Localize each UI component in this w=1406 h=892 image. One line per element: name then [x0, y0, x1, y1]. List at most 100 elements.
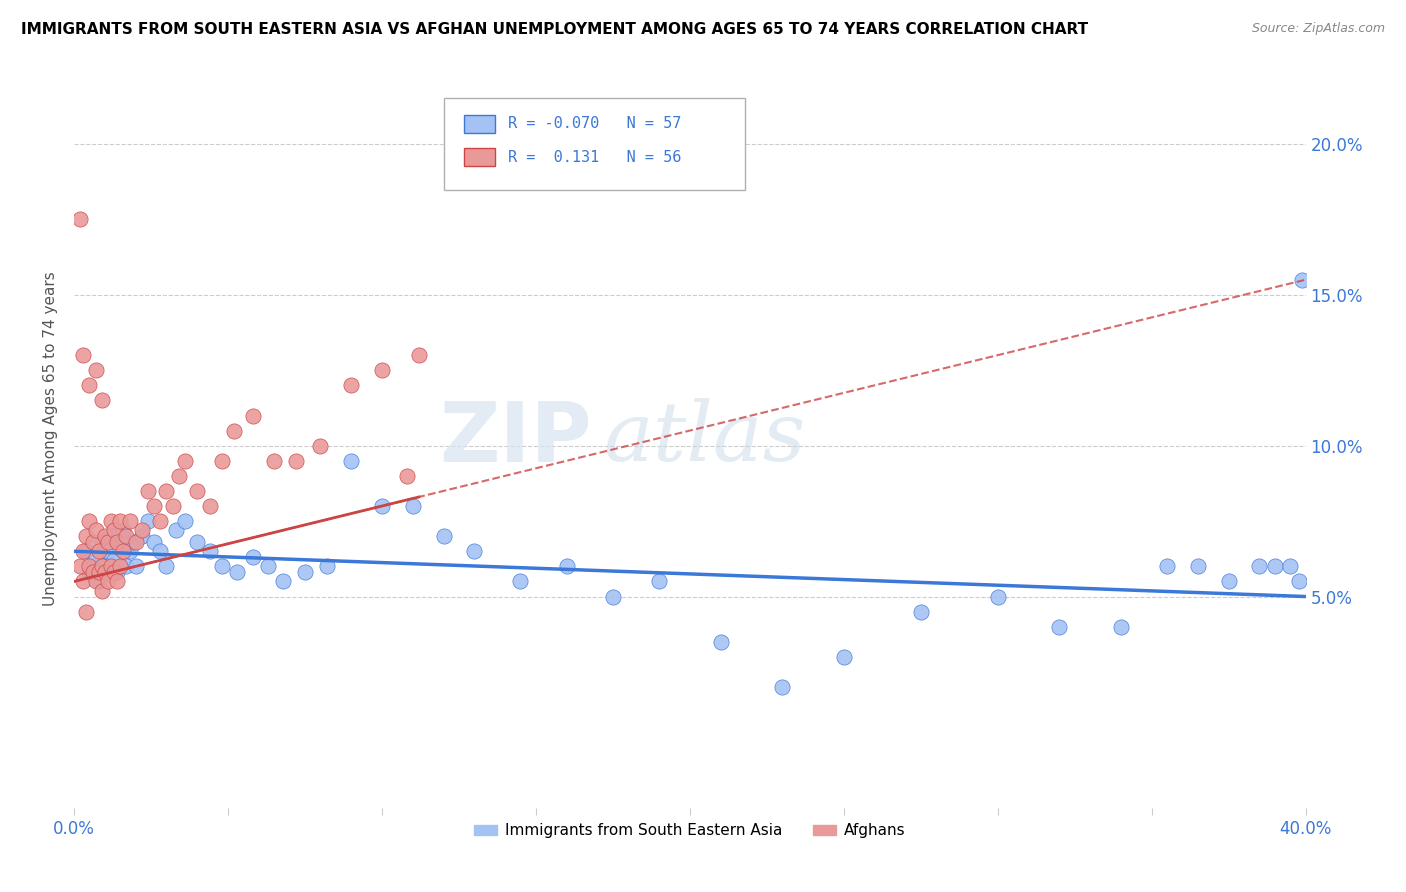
Point	[165, 523, 187, 537]
Point	[75, 529, 97, 543]
Point	[79, 378, 101, 392]
Point	[110, 559, 132, 574]
Point	[257, 559, 280, 574]
Point	[710, 635, 733, 649]
Point	[100, 559, 122, 574]
Point	[273, 574, 295, 589]
Point	[174, 514, 197, 528]
Point	[124, 559, 146, 574]
Point	[115, 559, 138, 574]
Point	[224, 424, 246, 438]
Point	[84, 574, 107, 589]
Point	[97, 574, 120, 589]
Point	[1249, 559, 1271, 574]
Point	[87, 544, 110, 558]
Point	[1187, 559, 1209, 574]
Point	[79, 566, 101, 580]
Point	[309, 439, 332, 453]
Point	[198, 544, 221, 558]
Point	[90, 583, 112, 598]
Point	[1279, 559, 1302, 574]
Point	[118, 544, 141, 558]
Point	[103, 553, 125, 567]
Point	[131, 523, 153, 537]
Point	[315, 559, 337, 574]
Point	[432, 529, 454, 543]
Point	[84, 523, 107, 537]
Text: Source: ZipAtlas.com: Source: ZipAtlas.com	[1251, 22, 1385, 36]
Point	[463, 544, 485, 558]
Point	[82, 566, 104, 580]
Point	[100, 529, 122, 543]
Point	[167, 468, 190, 483]
Point	[94, 566, 117, 580]
Point	[402, 499, 425, 513]
Point	[284, 454, 307, 468]
Legend: Immigrants from South Eastern Asia, Afghans: Immigrants from South Eastern Asia, Afgh…	[468, 817, 911, 845]
Point	[155, 483, 177, 498]
Text: R =  0.131   N = 56: R = 0.131 N = 56	[508, 150, 681, 165]
Point	[121, 535, 143, 549]
Point	[143, 535, 166, 549]
Point	[602, 590, 624, 604]
Point	[226, 566, 249, 580]
Point	[242, 409, 264, 423]
Point	[1047, 620, 1070, 634]
Point	[97, 535, 120, 549]
Point	[84, 363, 107, 377]
Point	[105, 574, 128, 589]
Point	[987, 590, 1010, 604]
Point	[136, 514, 159, 528]
Point	[97, 544, 120, 558]
Point	[211, 454, 233, 468]
Point	[69, 559, 91, 574]
Point	[82, 535, 104, 549]
Point	[186, 483, 208, 498]
Point	[832, 649, 855, 664]
Point	[1291, 273, 1313, 287]
Point	[143, 499, 166, 513]
Point	[211, 559, 233, 574]
Point	[105, 566, 128, 580]
Point	[118, 514, 141, 528]
Point	[1288, 574, 1310, 589]
Point	[149, 544, 172, 558]
Point	[648, 574, 671, 589]
Point	[371, 363, 394, 377]
Point	[198, 499, 221, 513]
Point	[94, 529, 117, 543]
Point	[94, 559, 117, 574]
Point	[1218, 574, 1240, 589]
Point	[103, 523, 125, 537]
Point	[340, 378, 363, 392]
Point	[72, 348, 94, 362]
Point	[87, 574, 110, 589]
Point	[509, 574, 531, 589]
Point	[910, 605, 932, 619]
Point	[90, 393, 112, 408]
Text: atlas: atlas	[603, 398, 806, 478]
Point	[100, 514, 122, 528]
Point	[110, 541, 132, 556]
Text: R = -0.070   N = 57: R = -0.070 N = 57	[508, 117, 681, 131]
Point	[155, 559, 177, 574]
Point	[136, 483, 159, 498]
Point	[162, 499, 184, 513]
Bar	[464, 148, 495, 167]
Point	[75, 605, 97, 619]
Point	[1264, 559, 1286, 574]
Point	[371, 499, 394, 513]
Point	[112, 523, 135, 537]
Point	[408, 348, 430, 362]
Point	[79, 514, 101, 528]
Point	[131, 529, 153, 543]
Point	[149, 514, 172, 528]
Point	[72, 574, 94, 589]
Point	[79, 559, 101, 574]
Point	[242, 550, 264, 565]
Point	[1156, 559, 1178, 574]
Point	[174, 454, 197, 468]
Point	[69, 212, 91, 227]
Text: IMMIGRANTS FROM SOUTH EASTERN ASIA VS AFGHAN UNEMPLOYMENT AMONG AGES 65 TO 74 YE: IMMIGRANTS FROM SOUTH EASTERN ASIA VS AF…	[21, 22, 1088, 37]
Point	[75, 544, 97, 558]
